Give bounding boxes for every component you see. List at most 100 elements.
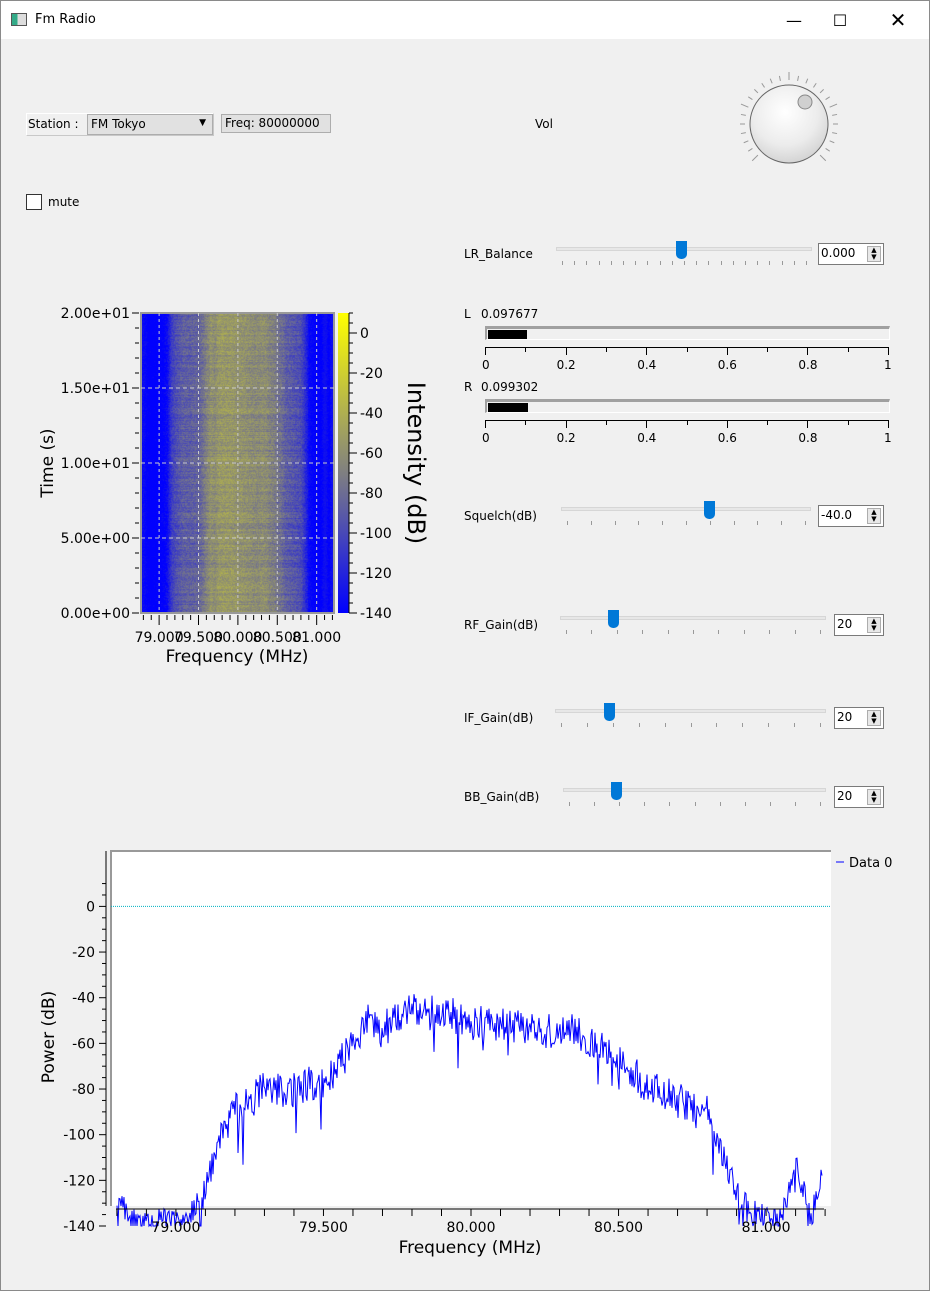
slider-tick (781, 521, 783, 525)
slider-tick (598, 261, 600, 265)
slider-tick (659, 261, 661, 265)
y-tick-label: 0 (86, 899, 95, 915)
meter-label-l: L (464, 307, 471, 321)
slider-tick (667, 630, 669, 634)
rf-gain-handle[interactable] (608, 610, 620, 628)
knob-tick (740, 113, 746, 116)
slider-tick (684, 261, 685, 265)
slider-tick (820, 630, 821, 634)
station-combobox[interactable]: FM Tokyo ▼ (87, 114, 213, 135)
rf-gain-value: 20 (837, 617, 853, 631)
spin-arrows-icon[interactable]: ▲ ▼ (867, 246, 881, 262)
x-tick-label: 80.500 (253, 630, 302, 646)
knob-body (749, 84, 829, 164)
meter-axis-tick (847, 347, 849, 352)
slider-tick (769, 802, 771, 806)
lr-balance-handle[interactable] (676, 241, 688, 259)
slider-tick (769, 261, 771, 265)
slider-tick (794, 802, 796, 806)
slider-tick (669, 802, 671, 806)
bb-gain-slider[interactable] (563, 782, 826, 810)
squelch-spinbox[interactable]: -40.0 ▲ ▼ (818, 505, 884, 527)
slider-tick (642, 630, 644, 634)
meter-tick-label: 1 (884, 358, 892, 372)
squelch-track[interactable] (561, 507, 811, 511)
meter-tick-label: 0.4 (637, 358, 657, 372)
bb-gain-handle[interactable] (610, 782, 622, 800)
station-label: Station : (28, 117, 79, 131)
spin-arrows-icon[interactable]: ▲ ▼ (867, 710, 881, 726)
spin-arrows-icon[interactable]: ▲ ▼ (867, 508, 881, 524)
squelch-handle[interactable] (703, 501, 715, 519)
knob-indicator (797, 94, 813, 110)
slider-tick (733, 521, 735, 525)
slider-tick (781, 261, 783, 265)
bb-gain-track[interactable] (563, 788, 826, 792)
level-fill (488, 330, 528, 339)
slider-tick (616, 630, 618, 634)
y-tick-label: 0.00e+00 (61, 606, 130, 622)
meter-axis-tick (807, 420, 809, 428)
slider-tick (638, 723, 640, 727)
x-tick-label: 80.500 (594, 1220, 643, 1236)
slider-tick (743, 630, 745, 634)
slider-tick (638, 521, 640, 525)
lr-balance-slider[interactable] (556, 241, 812, 269)
freq-button[interactable]: Freq: 80000000 (221, 114, 331, 133)
spin-arrows-icon[interactable]: ▲ ▼ (867, 617, 881, 633)
if-gain-slider[interactable] (555, 703, 826, 731)
rf-gain-spinbox[interactable]: 20 ▲ ▼ (834, 614, 884, 636)
slider-tick (644, 802, 646, 806)
lr-balance-value: 0.000 (821, 246, 856, 260)
bb-gain-spinbox[interactable]: 20 ▲ ▼ (834, 786, 884, 808)
mute-checkbox[interactable] (26, 194, 42, 210)
knob-tick (751, 154, 759, 162)
slider-tick (561, 723, 562, 727)
rf-gain-track[interactable] (560, 616, 826, 620)
colorbar-tick-label: -140 (360, 606, 392, 622)
slider-tick (769, 630, 771, 634)
slider-tick (567, 521, 568, 525)
meter-axis-tick (686, 347, 688, 352)
x-tick-label: 81.000 (742, 1220, 791, 1236)
power-spectrum-chart: 0 -20 -40 -60 -80 -100 -120 -140 79.000 79.500 80.… (39, 850, 892, 1258)
y-tick-label: 1.50e+01 (61, 381, 130, 397)
slider-tick (794, 723, 796, 727)
rf-gain-slider[interactable] (560, 610, 826, 638)
colorbar-label: Intensity (dB) (402, 382, 430, 545)
knob-tick (825, 96, 831, 100)
squelch-slider[interactable] (561, 501, 811, 529)
level-fill (488, 403, 528, 412)
slider-tick (591, 630, 593, 634)
slider-tick (590, 521, 592, 525)
if-gain-track[interactable] (555, 709, 826, 713)
maximize-button[interactable]: ☐ (832, 10, 848, 30)
squelch-label: Squelch(dB) (464, 509, 537, 523)
close-button[interactable]: ✕ (889, 8, 907, 32)
level-meter-r (485, 399, 890, 413)
slider-tick (718, 630, 720, 634)
knob-tick (740, 132, 746, 135)
slider-tick (806, 261, 807, 265)
slider-tick (768, 723, 770, 727)
slider-tick (820, 723, 821, 727)
if-gain-handle[interactable] (604, 703, 616, 721)
slider-tick (693, 630, 694, 634)
spin-arrows-icon[interactable]: ▲ ▼ (867, 789, 881, 805)
meter-axis-tick (565, 420, 567, 428)
lr-balance-spinbox[interactable]: 0.000 ▲ ▼ (818, 243, 884, 265)
volume-knob[interactable] (736, 71, 842, 177)
series-data-0 (116, 994, 823, 1228)
if-gain-spinbox[interactable]: 20 ▲ ▼ (834, 707, 884, 729)
station-selected: FM Tokyo (91, 117, 146, 131)
y-tick-label: -40 (72, 991, 95, 1007)
x-tick-label: 79.000 (135, 630, 184, 646)
meter-axis-tick (646, 420, 648, 428)
knob-tick (747, 96, 753, 100)
minimize-button[interactable]: — (786, 10, 802, 30)
knob-tick (769, 78, 773, 84)
slider-tick (719, 802, 721, 806)
slider-tick (732, 261, 734, 265)
bb-gain-label: BB_Gain(dB) (464, 790, 540, 804)
